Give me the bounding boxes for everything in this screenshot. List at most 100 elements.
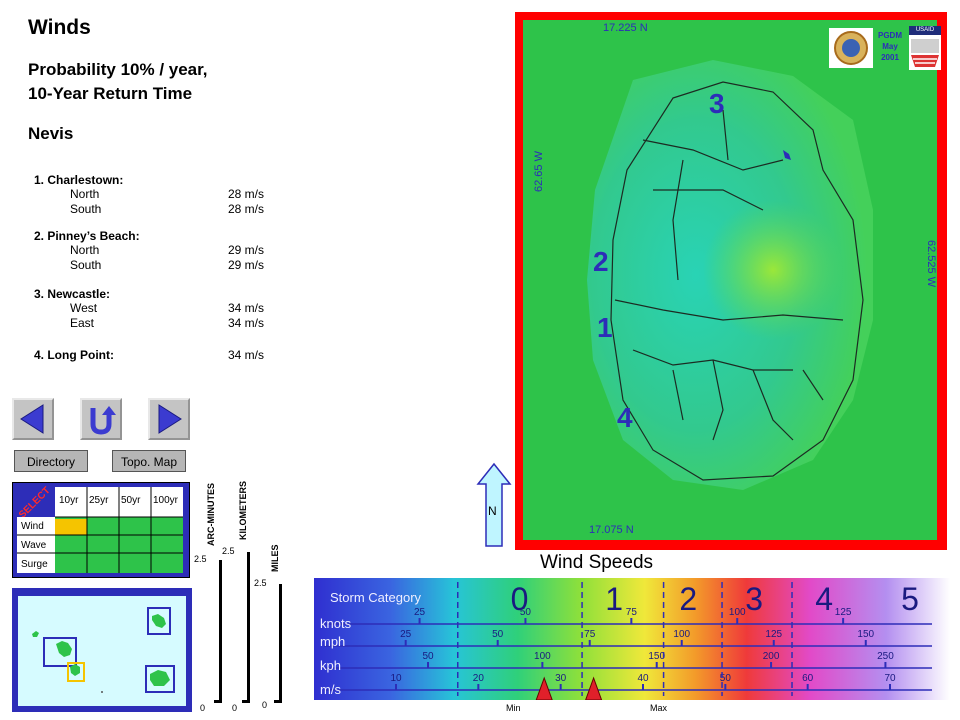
miles-label: MILES [270, 544, 280, 572]
back-button[interactable] [12, 398, 54, 440]
credit-line-2: May [882, 42, 898, 51]
arrow-right-icon [158, 404, 182, 434]
latitude-top-label: 17.225 N [603, 22, 648, 34]
speed-value: 29 m/s [227, 243, 264, 257]
legend-tick-label: 70 [884, 673, 896, 684]
arc-scale-top: 2.5 [194, 554, 207, 564]
storm-category-3: 3 [745, 581, 763, 617]
location-name: 2. Pinney’s Beach: [34, 229, 140, 243]
storm-category-1: 1 [605, 581, 623, 617]
forward-button[interactable] [148, 398, 190, 440]
km-scale-top: 2.5 [222, 546, 235, 556]
usaid-logo: USAID [909, 26, 941, 70]
direction-label: North [70, 187, 100, 201]
region-minimap [18, 596, 186, 706]
wind-map-frame: 17.225 N 17.075 N 62.65 W 62.525 W 3 2 1… [515, 12, 947, 550]
legend-tick-label: 50 [492, 629, 504, 640]
marker-pinneys-beach[interactable]: 2 [593, 246, 609, 277]
legend-tick-label: 100 [534, 651, 551, 662]
unit-ms: m/s [320, 682, 341, 697]
selector-grid [17, 487, 183, 573]
wind-map[interactable]: 17.225 N 17.075 N 62.65 W 62.525 W 3 2 1… [523, 20, 941, 540]
north-label: N [488, 504, 497, 518]
storm-category-4: 4 [815, 581, 833, 617]
speed-value: 34 m/s [227, 348, 264, 362]
direction-label: East [70, 316, 95, 330]
legend-tick-label: 30 [555, 673, 567, 684]
legend-tick-label: 25 [414, 607, 426, 618]
mi-scale-bar [274, 584, 282, 703]
legend-tick-label: 60 [802, 673, 814, 684]
speed-value: 28 m/s [227, 202, 264, 216]
unit-knots: knots [320, 616, 352, 631]
unit-kph: kph [320, 658, 341, 673]
legend-tick-label: 200 [763, 651, 780, 662]
col-header-10yr[interactable]: 10yr [59, 495, 79, 506]
location-long-point: 4. Long Point: 34 m/s [34, 348, 274, 362]
row-header-wave[interactable]: Wave [21, 540, 47, 551]
location-name: 3. Newcastle: [34, 287, 111, 301]
col-header-25yr[interactable]: 25yr [89, 495, 109, 506]
col-header-100yr[interactable]: 100yr [153, 495, 179, 506]
handshake-icon [911, 39, 939, 67]
marker-charlestown[interactable]: 1 [597, 312, 613, 343]
legend-tick-label: 75 [626, 607, 638, 618]
legend-tick-label: 100 [673, 629, 690, 640]
legend-tick-label: 125 [835, 607, 852, 618]
legend-tick-label: 250 [877, 651, 894, 662]
arrow-left-icon [20, 404, 44, 434]
credit-line-3: 2001 [881, 53, 899, 62]
row-header-wind[interactable]: Wind [21, 521, 44, 532]
storm-category-0: 0 [511, 581, 529, 617]
col-header-50yr[interactable]: 50yr [121, 495, 141, 506]
pgdm-credit: PGDM May 2001 [875, 30, 905, 63]
page-title: Winds [28, 16, 91, 39]
speed-value: 29 m/s [227, 258, 264, 272]
speed-value: 34 m/s [227, 316, 264, 330]
hazard-selector: SELECT 10yr 25yr 50yr 100yr Wind Wave Su… [12, 482, 190, 578]
location-name: 1. Charlestown: [34, 173, 124, 187]
legend-tick-label: 50 [520, 607, 532, 618]
speed-value: 34 m/s [227, 301, 264, 315]
kilometers-label: KILOMETERS [238, 480, 248, 540]
storm-category-label: Storm Category [330, 590, 422, 605]
wind-speed-legend: 25 50 75 100 125 25 50 75 100 125 150 50 100 150 200 25… [314, 578, 950, 700]
mi-scale-zero: 0 [262, 700, 268, 710]
marker-newcastle[interactable]: 3 [709, 88, 725, 119]
direction-label: West [70, 301, 98, 315]
legend-tick-label: 150 [857, 629, 874, 640]
direction-label: South [70, 258, 102, 272]
legend-tick-label: 25 [400, 629, 412, 640]
subtitle-line-1: Probability 10% / year, [28, 60, 208, 79]
direction-label: South [70, 202, 102, 216]
credit-line-1: PGDM [878, 31, 902, 40]
directory-button[interactable]: Directory [14, 450, 88, 472]
legend-tick-label: 10 [390, 673, 402, 684]
legend-tick-label: 40 [637, 673, 649, 684]
location-charlestown: 1. Charlestown: North 28 m/s South 28 m/s [34, 173, 264, 217]
location-name: 4. Long Point: [34, 348, 114, 362]
subtitle-line-2: 10-Year Return Time [28, 84, 193, 103]
location-pinneys-beach: 2. Pinney’s Beach: North 29 m/s South 29 m… [34, 229, 264, 273]
north-arrow-icon [476, 462, 512, 547]
legend-tick-label: 75 [584, 629, 596, 640]
legend-tick-label: 50 [422, 651, 434, 662]
min-pointer-icon [535, 676, 553, 700]
overview-map[interactable] [12, 588, 192, 712]
return-button[interactable] [80, 398, 122, 440]
marker-long-point[interactable]: 4 [617, 402, 633, 433]
page-subtitle: Probability 10% / year, 10-Year Return T… [28, 58, 208, 106]
legend-tick-label: 125 [765, 629, 782, 640]
storm-category-2: 2 [679, 581, 697, 617]
topo-map-button[interactable]: Topo. Map [112, 450, 186, 472]
max-pointer-icon [585, 676, 603, 700]
direction-label: North [70, 243, 100, 257]
unit-mph: mph [320, 634, 346, 649]
island-wind-field [587, 60, 873, 490]
legend-tick-label: 150 [648, 651, 665, 662]
row-header-surge[interactable]: Surge [21, 559, 48, 570]
km-scale-bar [242, 552, 250, 703]
speed-value: 28 m/s [227, 187, 264, 201]
max-label: Max [650, 703, 668, 713]
